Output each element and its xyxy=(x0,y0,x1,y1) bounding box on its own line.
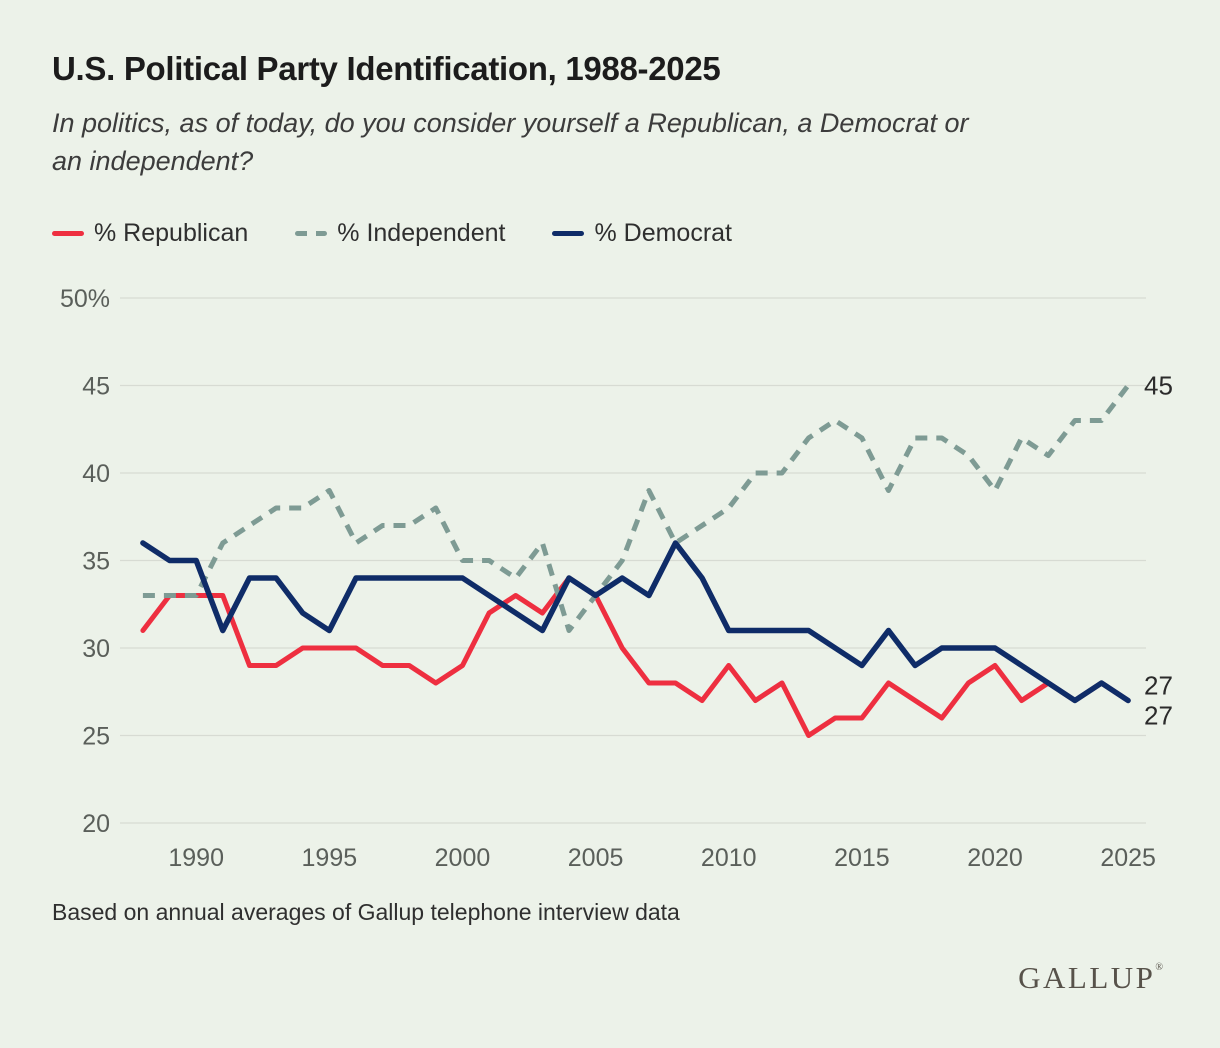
democrat-end-value-label: 27 xyxy=(1144,671,1173,701)
independent-line-swatch xyxy=(295,231,328,236)
x-tick-label-2025: 2025 xyxy=(1100,844,1156,872)
legend-label-independent: % Independent xyxy=(337,219,506,247)
legend-item-republican: % Republican xyxy=(52,219,248,248)
registered-trademark-icon: ® xyxy=(1155,962,1163,973)
republican-end-value-label: 27 xyxy=(1144,701,1173,731)
y-tick-label-25: 25 xyxy=(82,723,110,751)
y-tick-label-35: 35 xyxy=(82,548,110,576)
chart-legend: % Republican % Independent % Democrat xyxy=(52,219,732,248)
y-tick-label-45: 45 xyxy=(82,373,110,401)
x-tick-label-2010: 2010 xyxy=(701,844,757,872)
source-note: Based on annual averages of Gallup telep… xyxy=(52,899,680,925)
x-tick-label-2020: 2020 xyxy=(967,844,1023,872)
subtitle-line-1: In politics, as of today, do you conside… xyxy=(52,108,969,138)
survey-question-subtitle: In politics, as of today, do you conside… xyxy=(52,104,968,180)
y-tick-label-50: 50% xyxy=(60,285,110,313)
y-tick-label-30: 30 xyxy=(82,635,110,663)
gallup-logo: GALLUP® xyxy=(1018,960,1163,996)
gallup-logo-text: GALLUP xyxy=(1018,960,1156,995)
x-tick-label-2015: 2015 xyxy=(834,844,890,872)
legend-label-democrat: % Democrat xyxy=(594,219,733,247)
y-tick-label-20: 20 xyxy=(82,810,110,838)
subtitle-line-2: an independent? xyxy=(52,146,254,176)
x-tick-label-1990: 1990 xyxy=(168,844,224,872)
republican-line-swatch xyxy=(52,231,84,236)
legend-item-democrat: % Democrat xyxy=(552,219,732,248)
democrat-line-swatch xyxy=(552,231,585,236)
legend-label-republican: % Republican xyxy=(94,219,249,247)
x-tick-label-1995: 1995 xyxy=(302,844,358,872)
independent-line xyxy=(142,383,1131,633)
republican-line xyxy=(140,575,1131,738)
x-tick-label-2000: 2000 xyxy=(435,844,491,872)
legend-item-independent: % Independent xyxy=(295,219,505,248)
y-tick-label-40: 40 xyxy=(82,460,110,488)
independent-end-value-label: 45 xyxy=(1144,371,1173,401)
x-tick-label-2005: 2005 xyxy=(568,844,624,872)
democrat-line xyxy=(140,540,1131,704)
page-title: U.S. Political Party Identification, 198… xyxy=(52,50,721,87)
